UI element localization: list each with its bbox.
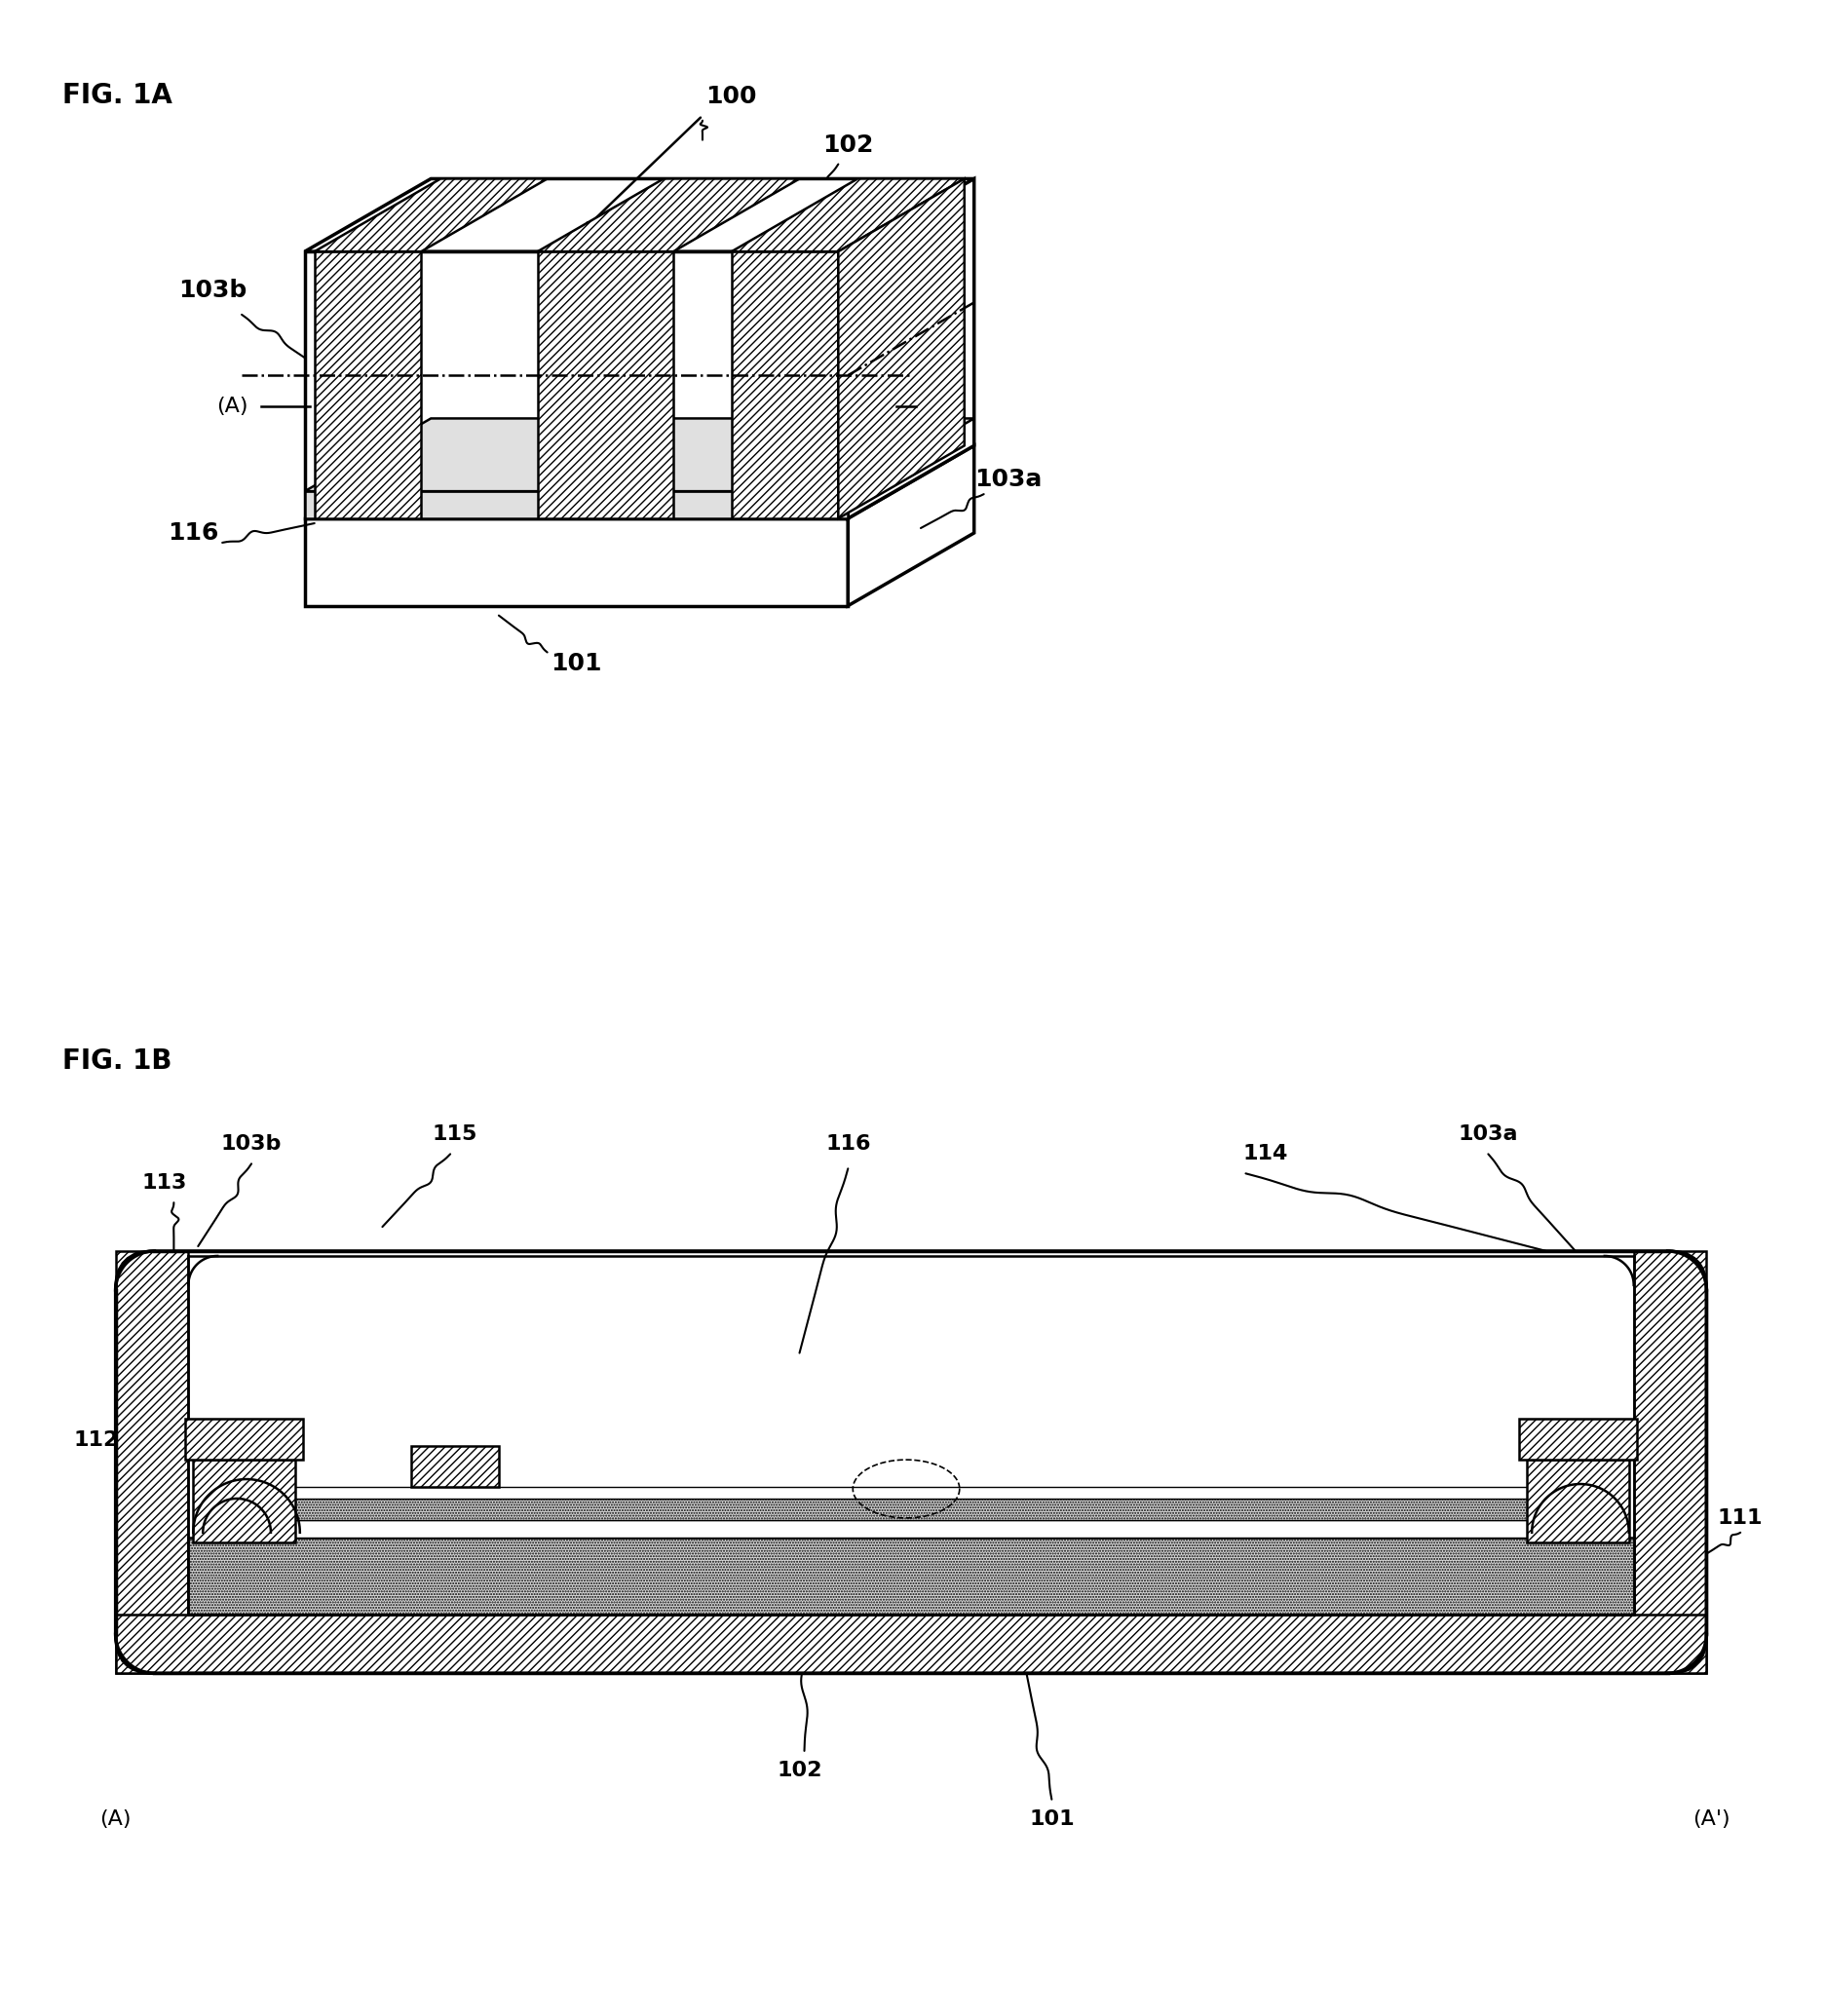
Text: 113: 113 — [142, 1173, 186, 1193]
Text: 103a: 103a — [1458, 1125, 1518, 1145]
Polygon shape — [1633, 1252, 1706, 1673]
Text: (A'): (A') — [1692, 1808, 1730, 1829]
Text: 114: 114 — [1243, 1145, 1288, 1163]
Polygon shape — [208, 1488, 1615, 1498]
Polygon shape — [193, 1460, 296, 1542]
Polygon shape — [305, 252, 849, 518]
Text: 101: 101 — [551, 653, 602, 675]
Polygon shape — [314, 252, 422, 518]
Polygon shape — [115, 1252, 188, 1673]
Text: 115: 115 — [433, 1125, 478, 1145]
Polygon shape — [538, 252, 673, 518]
Polygon shape — [305, 492, 849, 518]
Text: 111: 111 — [1717, 1508, 1763, 1528]
Text: 116: 116 — [825, 1135, 871, 1153]
Polygon shape — [838, 179, 964, 518]
Text: FIG. 1A: FIG. 1A — [62, 83, 172, 109]
Polygon shape — [217, 1520, 1604, 1538]
Polygon shape — [538, 179, 799, 252]
Polygon shape — [237, 1498, 1586, 1520]
Text: 103b: 103b — [179, 278, 246, 302]
Text: 101: 101 — [1029, 1808, 1075, 1829]
Text: (A'): (A') — [916, 397, 954, 417]
Polygon shape — [1518, 1419, 1637, 1460]
Text: 102: 102 — [823, 133, 874, 157]
Polygon shape — [732, 252, 838, 518]
Polygon shape — [1528, 1460, 1630, 1542]
Polygon shape — [314, 179, 548, 252]
Text: (A): (A) — [100, 1808, 131, 1829]
Polygon shape — [732, 179, 964, 252]
Text: (A): (A) — [215, 397, 248, 417]
Text: 102: 102 — [777, 1760, 821, 1780]
Polygon shape — [305, 446, 975, 518]
Text: 112: 112 — [73, 1431, 119, 1450]
Polygon shape — [411, 1445, 498, 1488]
Polygon shape — [849, 446, 975, 605]
Text: FIG. 1B: FIG. 1B — [62, 1046, 172, 1075]
Text: 103b: 103b — [221, 1135, 281, 1153]
Polygon shape — [188, 1538, 1633, 1615]
Text: 116: 116 — [168, 522, 219, 544]
Polygon shape — [186, 1419, 303, 1460]
Polygon shape — [115, 1615, 1706, 1673]
Polygon shape — [849, 179, 975, 518]
Text: 100: 100 — [706, 85, 757, 109]
Polygon shape — [305, 419, 975, 492]
Polygon shape — [305, 518, 849, 605]
Text: 103a: 103a — [975, 468, 1042, 492]
Polygon shape — [305, 179, 975, 252]
